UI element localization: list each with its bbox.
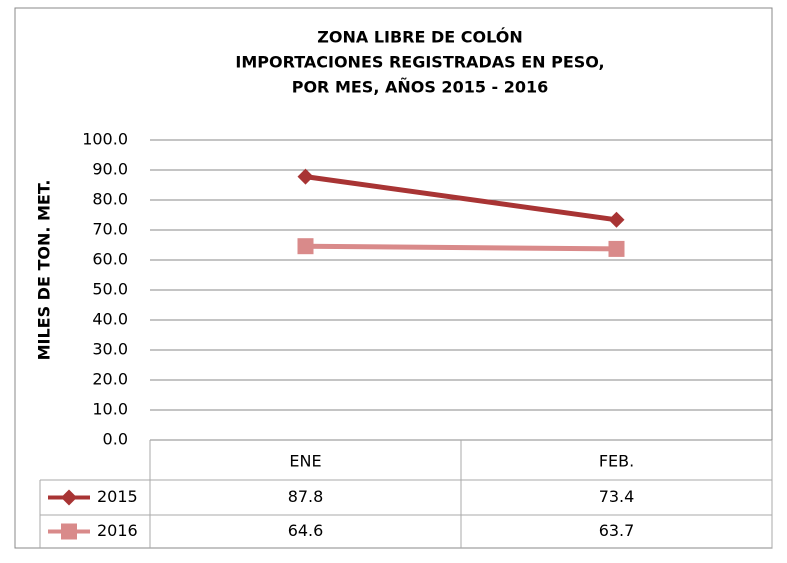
marker	[297, 168, 314, 185]
table-value: 73.4	[599, 487, 635, 506]
chart-title: POR MES, AÑOS 2015 - 2016	[292, 78, 549, 97]
chart-border	[14, 7, 773, 549]
y-tick-label: 100.0	[82, 130, 128, 149]
x-tick-label: ENE	[289, 452, 321, 471]
series-line	[305, 243, 617, 252]
y-tick-label: 10.0	[92, 400, 128, 419]
table-value: 63.7	[599, 521, 635, 540]
y-tick-label: 80.0	[92, 190, 128, 209]
marker	[608, 240, 625, 257]
y-tick-label: 60.0	[92, 250, 128, 269]
y-tick-label: 0.0	[103, 430, 128, 449]
legend-label: 2015	[97, 487, 138, 506]
chart-title: IMPORTACIONES REGISTRADAS EN PESO,	[235, 53, 604, 72]
y-axis-label: MILES DE TON. MET.	[35, 180, 54, 361]
y-tick-label: 40.0	[92, 310, 128, 329]
table-value: 64.6	[288, 521, 324, 540]
y-tick-label: 90.0	[92, 160, 128, 179]
chart-title: ZONA LIBRE DE COLÓN	[317, 28, 522, 47]
marker	[608, 211, 625, 228]
y-tick-label: 70.0	[92, 220, 128, 239]
y-tick-label: 20.0	[92, 370, 128, 389]
marker	[297, 238, 314, 255]
series-line	[305, 174, 617, 223]
y-tick-label: 30.0	[92, 340, 128, 359]
y-tick-label: 50.0	[92, 280, 128, 299]
table-value: 87.8	[288, 487, 324, 506]
x-tick-label: FEB.	[599, 452, 634, 471]
marker	[61, 523, 77, 540]
marker	[61, 489, 77, 506]
legend-label: 2016	[97, 521, 138, 540]
